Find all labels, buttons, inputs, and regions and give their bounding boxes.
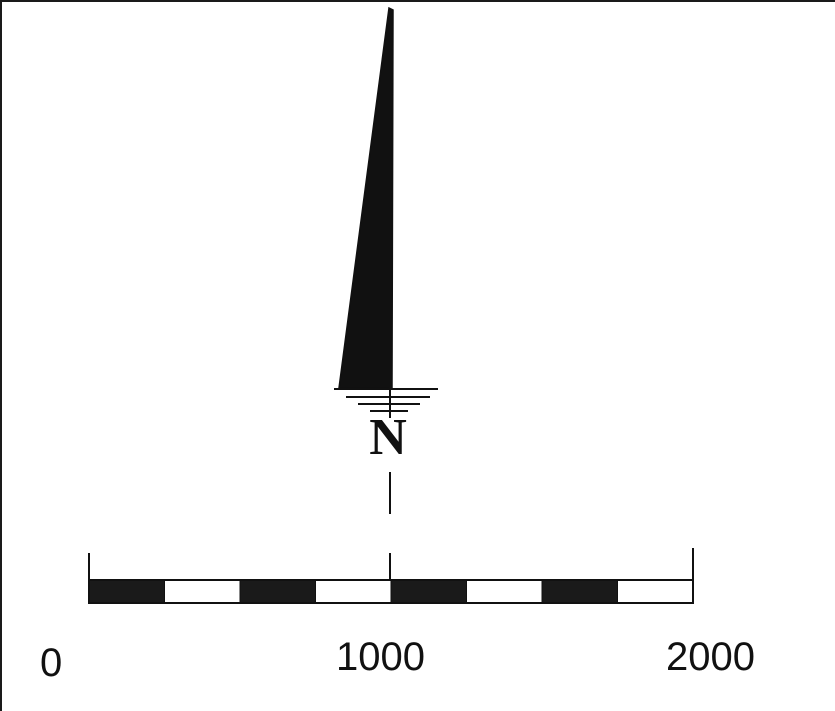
scale-label-1000: 1000 xyxy=(336,635,425,679)
scale-bar xyxy=(88,548,694,604)
scale-segment-light xyxy=(164,579,241,604)
north-letter: N xyxy=(369,409,407,466)
north-arrow-needle xyxy=(338,6,394,389)
scale-bar-outline xyxy=(88,579,694,604)
scale-segment-light xyxy=(466,579,543,604)
north-arrow-icon xyxy=(334,6,438,514)
scale-label-0: 0 xyxy=(40,641,63,685)
scale-segment-light xyxy=(617,579,694,604)
scale-segment-dark xyxy=(239,579,316,604)
scale-segment-light xyxy=(315,579,392,604)
scale-segment-dark xyxy=(390,579,467,604)
scale-segment-dark xyxy=(88,579,165,604)
scale-segment-dark xyxy=(541,579,618,604)
scale-label-2000: 2000 xyxy=(666,635,755,679)
